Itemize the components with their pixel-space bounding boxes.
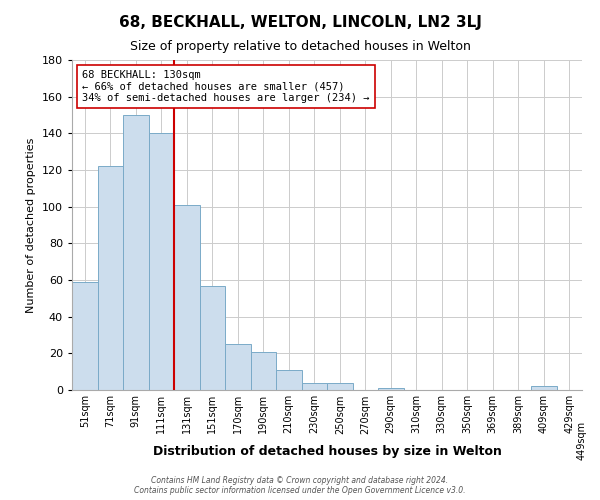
Bar [97,166,123,390]
Text: Contains HM Land Registry data © Crown copyright and database right 2024.
Contai: Contains HM Land Registry data © Crown c… [134,476,466,495]
Text: 449sqm: 449sqm [577,420,587,460]
Bar [378,388,404,390]
X-axis label: Distribution of detached houses by size in Welton: Distribution of detached houses by size … [152,444,502,458]
Y-axis label: Number of detached properties: Number of detached properties [26,138,36,312]
Bar [123,115,149,390]
Text: 68, BECKHALL, WELTON, LINCOLN, LN2 3LJ: 68, BECKHALL, WELTON, LINCOLN, LN2 3LJ [119,15,481,30]
Bar [174,205,199,390]
Bar [199,286,225,390]
Text: Size of property relative to detached houses in Welton: Size of property relative to detached ho… [130,40,470,53]
Bar [276,370,302,390]
Bar [225,344,251,390]
Bar [72,282,97,390]
Bar [149,134,174,390]
Bar [302,382,327,390]
Bar [251,352,276,390]
Bar [531,386,557,390]
Bar [327,382,353,390]
Text: 68 BECKHALL: 130sqm
← 66% of detached houses are smaller (457)
34% of semi-detac: 68 BECKHALL: 130sqm ← 66% of detached ho… [82,70,370,103]
